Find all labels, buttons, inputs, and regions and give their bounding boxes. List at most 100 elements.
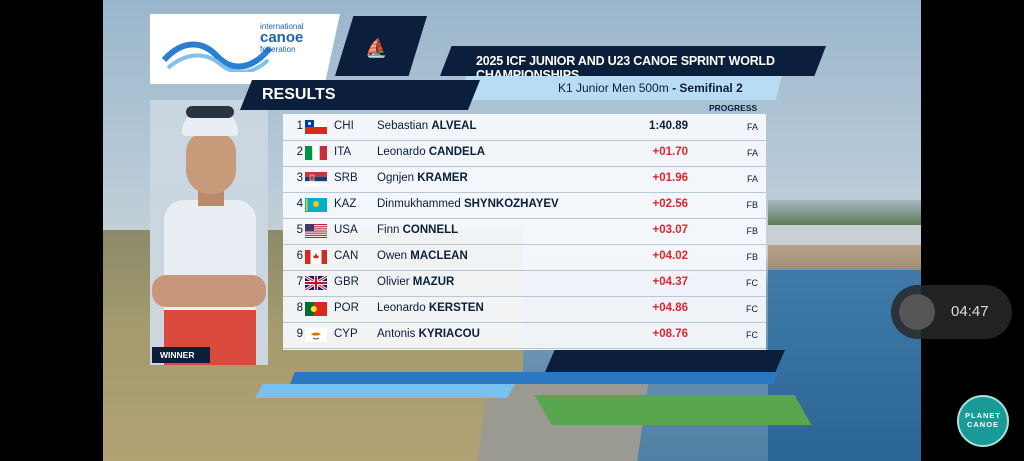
rank: 4 (296, 198, 303, 210)
uk-flag-icon (305, 276, 327, 290)
serbia-flag-icon (305, 172, 327, 186)
progress: FC (746, 330, 758, 340)
last-name: SHYNKOZHAYEV (463, 198, 559, 210)
first-name: Leonardo (377, 302, 426, 314)
first-name: Olivier (377, 276, 410, 288)
logo-line1: international (260, 22, 304, 31)
winner-photo (150, 100, 268, 365)
rank: 1 (296, 120, 303, 132)
results-bar: RESULTS (240, 80, 480, 110)
winner-label: WINNER (160, 350, 195, 360)
first-name: Leonardo (377, 146, 426, 158)
first-name: Owen (377, 250, 408, 262)
watermark-line1: PLANET (965, 411, 1001, 420)
last-name: KYRIACOU (418, 328, 480, 340)
athlete-arms (152, 275, 266, 307)
last-name: KERSTEN (428, 302, 484, 314)
rank: 7 (296, 276, 303, 288)
time: +03.07 (652, 224, 689, 236)
race-label: K1 Junior Men 500m - Semifinal 2 (558, 81, 743, 95)
progress: FA (746, 174, 758, 184)
progress: FC (746, 304, 758, 314)
athlete-name: Leonardo KERSTEN (377, 302, 484, 314)
time: +04.37 (652, 276, 689, 288)
time: +01.70 (652, 146, 689, 158)
last-name: MAZUR (412, 276, 455, 288)
athlete-name: Sebastian ALVEAL (377, 120, 477, 132)
first-name: Sebastian (377, 120, 429, 132)
progress: FA (746, 122, 758, 132)
progress-ring-icon[interactable] (899, 294, 935, 330)
kayak-icon: ⛵ (365, 38, 388, 58)
first-name: Finn (377, 224, 400, 236)
rank: 3 (296, 172, 303, 184)
goggles-icon (186, 106, 234, 118)
table-row: 7 GBR Olivier MAZUR +04.37 FC (283, 270, 766, 297)
wave-logo-icon (162, 41, 272, 72)
first-name: Antonis (377, 328, 416, 340)
kayak-panel: ⛵ (335, 16, 427, 76)
race-name: K1 Junior Men 500m (558, 81, 669, 95)
athlete-name: Olivier MAZUR (377, 276, 454, 288)
time: +02.56 (652, 198, 689, 210)
rank: 8 (296, 302, 303, 314)
country-code: CYP (334, 328, 358, 340)
decor-stripe-light (255, 384, 515, 398)
progress: FC (746, 278, 758, 288)
background-grandstand (768, 225, 921, 247)
results-table: 1 CHI Sebastian ALVEAL 1:40.89 FA 2 ITA Leonard… (283, 114, 766, 350)
background-grass (534, 395, 812, 425)
country-code: GBR (334, 276, 359, 288)
athlete-name: Owen MACLEAN (377, 250, 468, 262)
portugal-flag-icon (305, 302, 327, 316)
last-name: CONNELL (402, 224, 459, 236)
country-code: CHI (334, 120, 354, 132)
time: +01.96 (652, 172, 689, 184)
event-title: 2025 ICF JUNIOR AND U23 CANOE SPRINT WOR… (476, 54, 775, 82)
winner-badge: WINNER (152, 347, 210, 363)
event-title-bar: 2025 ICF JUNIOR AND U23 CANOE SPRINT WOR… (440, 46, 826, 76)
time: +08.76 (652, 328, 689, 340)
rank: 5 (296, 224, 303, 236)
icf-wordmark: international canoe federation (260, 22, 304, 54)
usa-flag-icon (305, 224, 327, 238)
rank: 2 (296, 146, 303, 158)
table-row: 2 ITA Leonardo CANDELA +01.70 FA (283, 140, 766, 167)
kazakhstan-flag-icon (305, 198, 327, 212)
last-name: ALVEAL (431, 120, 477, 132)
table-row: 3 SRB Ognjen KRAMER +01.96 FA (283, 166, 766, 193)
decor-stripe-navy (545, 350, 785, 372)
first-name: Dinmukhammed (377, 198, 461, 210)
planet-canoe-watermark: PLANET CANOE (957, 395, 1009, 447)
athlete-name: Leonardo CANDELA (377, 146, 485, 158)
results-label: RESULTS (262, 86, 336, 103)
watermark-line2: CANOE (966, 420, 1000, 429)
last-name: KRAMER (417, 172, 468, 184)
italy-flag-icon (305, 146, 327, 160)
country-code: CAN (334, 250, 359, 262)
table-row: 1 CHI Sebastian ALVEAL 1:40.89 FA (283, 114, 766, 141)
table-row: 5 USA Finn CONNELL +03.07 FB (283, 218, 766, 245)
athlete-face (186, 132, 236, 194)
cyprus-flag-icon (305, 328, 327, 342)
progress: FB (746, 226, 758, 236)
country-code: ITA (334, 146, 352, 158)
playback-timer[interactable]: 04:47 (891, 285, 1012, 339)
country-code: POR (334, 302, 359, 314)
progress: FB (746, 252, 758, 262)
logo-line3: federation (260, 45, 296, 54)
last-name: CANDELA (428, 146, 486, 158)
timer-text: 04:47 (951, 303, 989, 320)
first-name: Ognjen (377, 172, 415, 184)
watermark-text: PLANET CANOE (959, 411, 1007, 429)
athlete-name: Ognjen KRAMER (377, 172, 468, 184)
country-code: USA (334, 224, 358, 236)
time: +04.02 (652, 250, 689, 262)
race-stage: - Semifinal 2 (672, 81, 743, 95)
table-row: 9 CYP Antonis KYRIACOU +08.76 FC (283, 322, 766, 349)
icf-logo: international canoe federation (150, 14, 340, 84)
progress: FA (746, 148, 758, 158)
background-trees (768, 200, 921, 225)
rank: 9 (296, 328, 303, 340)
athlete-name: Finn CONNELL (377, 224, 458, 236)
